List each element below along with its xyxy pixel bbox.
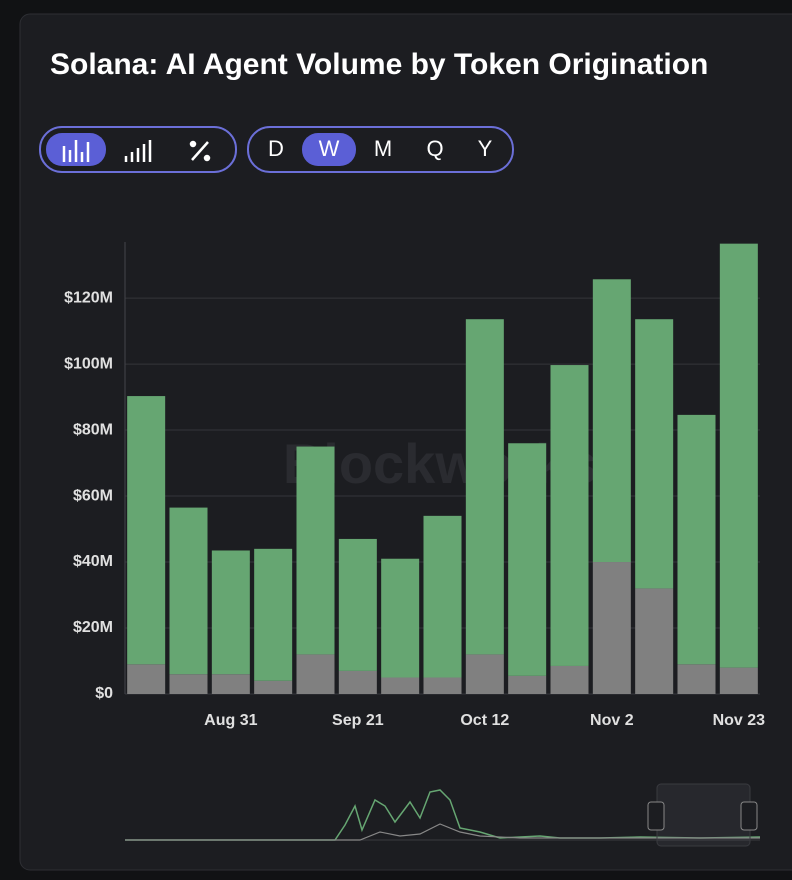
period-button[interactable]: M bbox=[374, 136, 392, 161]
bar-segment bbox=[508, 443, 547, 676]
navigator-handle[interactable] bbox=[647, 801, 665, 831]
bar-segment bbox=[211, 674, 250, 694]
x-tick-label: Nov 2 bbox=[590, 712, 634, 729]
bar-segment bbox=[635, 319, 674, 589]
toggle-group bbox=[39, 126, 237, 173]
active-pill[interactable] bbox=[302, 133, 356, 166]
percent-icon[interactable] bbox=[189, 140, 211, 162]
bar-segment bbox=[592, 279, 631, 563]
bar-segment bbox=[719, 243, 758, 668]
x-tick-label: Nov 23 bbox=[713, 712, 766, 729]
bar-segment bbox=[254, 680, 293, 694]
navigator bbox=[125, 783, 761, 847]
bar-segment bbox=[550, 365, 589, 666]
navigator-handle[interactable] bbox=[740, 801, 758, 831]
period-button[interactable]: Y bbox=[478, 136, 493, 161]
x-tick-label: Aug 31 bbox=[204, 712, 257, 729]
period-button[interactable]: W bbox=[319, 136, 340, 161]
bar-segment bbox=[677, 414, 716, 665]
bar-segment bbox=[296, 654, 335, 694]
bar-segment bbox=[254, 548, 293, 681]
bar-segment bbox=[719, 667, 758, 694]
bar-segment bbox=[677, 664, 716, 694]
y-tick-label: $40M bbox=[73, 553, 113, 570]
navigator-window[interactable] bbox=[656, 783, 751, 847]
bar-segment bbox=[381, 677, 420, 694]
period-toggle: D W M Q Y bbox=[247, 126, 514, 173]
bar-segment bbox=[635, 588, 674, 694]
bar-segment bbox=[169, 507, 208, 675]
bar-segment bbox=[423, 677, 462, 694]
stacked-bar-icon[interactable] bbox=[124, 140, 152, 162]
bar-segment bbox=[296, 446, 335, 655]
bar-segment bbox=[169, 674, 208, 694]
bar-segment bbox=[550, 665, 589, 694]
bar-segment bbox=[465, 319, 504, 655]
bar-segment bbox=[127, 396, 166, 665]
bar-segment bbox=[338, 538, 377, 671]
navigator-line bbox=[125, 823, 760, 841]
period-button[interactable]: Q bbox=[426, 136, 443, 161]
y-tick-label: $0 bbox=[95, 685, 113, 702]
bar-segment bbox=[508, 675, 547, 694]
y-tick-label: $100M bbox=[64, 355, 113, 372]
bar-segment bbox=[592, 562, 631, 694]
grouped-bar-icon[interactable] bbox=[62, 140, 90, 162]
x-tick-label: Sep 21 bbox=[332, 712, 384, 729]
bar-segment bbox=[211, 550, 250, 675]
chart-type-toggle bbox=[39, 126, 237, 173]
chart-title: Solana: AI Agent Volume by Token Origina… bbox=[50, 48, 708, 81]
y-tick-label: $120M bbox=[64, 289, 113, 306]
bar-segment bbox=[127, 664, 166, 694]
bar-segment bbox=[381, 558, 420, 678]
bar-segment bbox=[465, 654, 504, 694]
bar-segment bbox=[338, 670, 377, 694]
bar-segment bbox=[423, 515, 462, 678]
period-button[interactable]: D bbox=[268, 136, 284, 161]
y-tick-label: $20M bbox=[73, 619, 113, 636]
y-tick-label: $60M bbox=[73, 487, 113, 504]
y-tick-label: $80M bbox=[73, 421, 113, 438]
toggle-group bbox=[247, 126, 514, 173]
x-tick-label: Oct 12 bbox=[460, 712, 509, 729]
